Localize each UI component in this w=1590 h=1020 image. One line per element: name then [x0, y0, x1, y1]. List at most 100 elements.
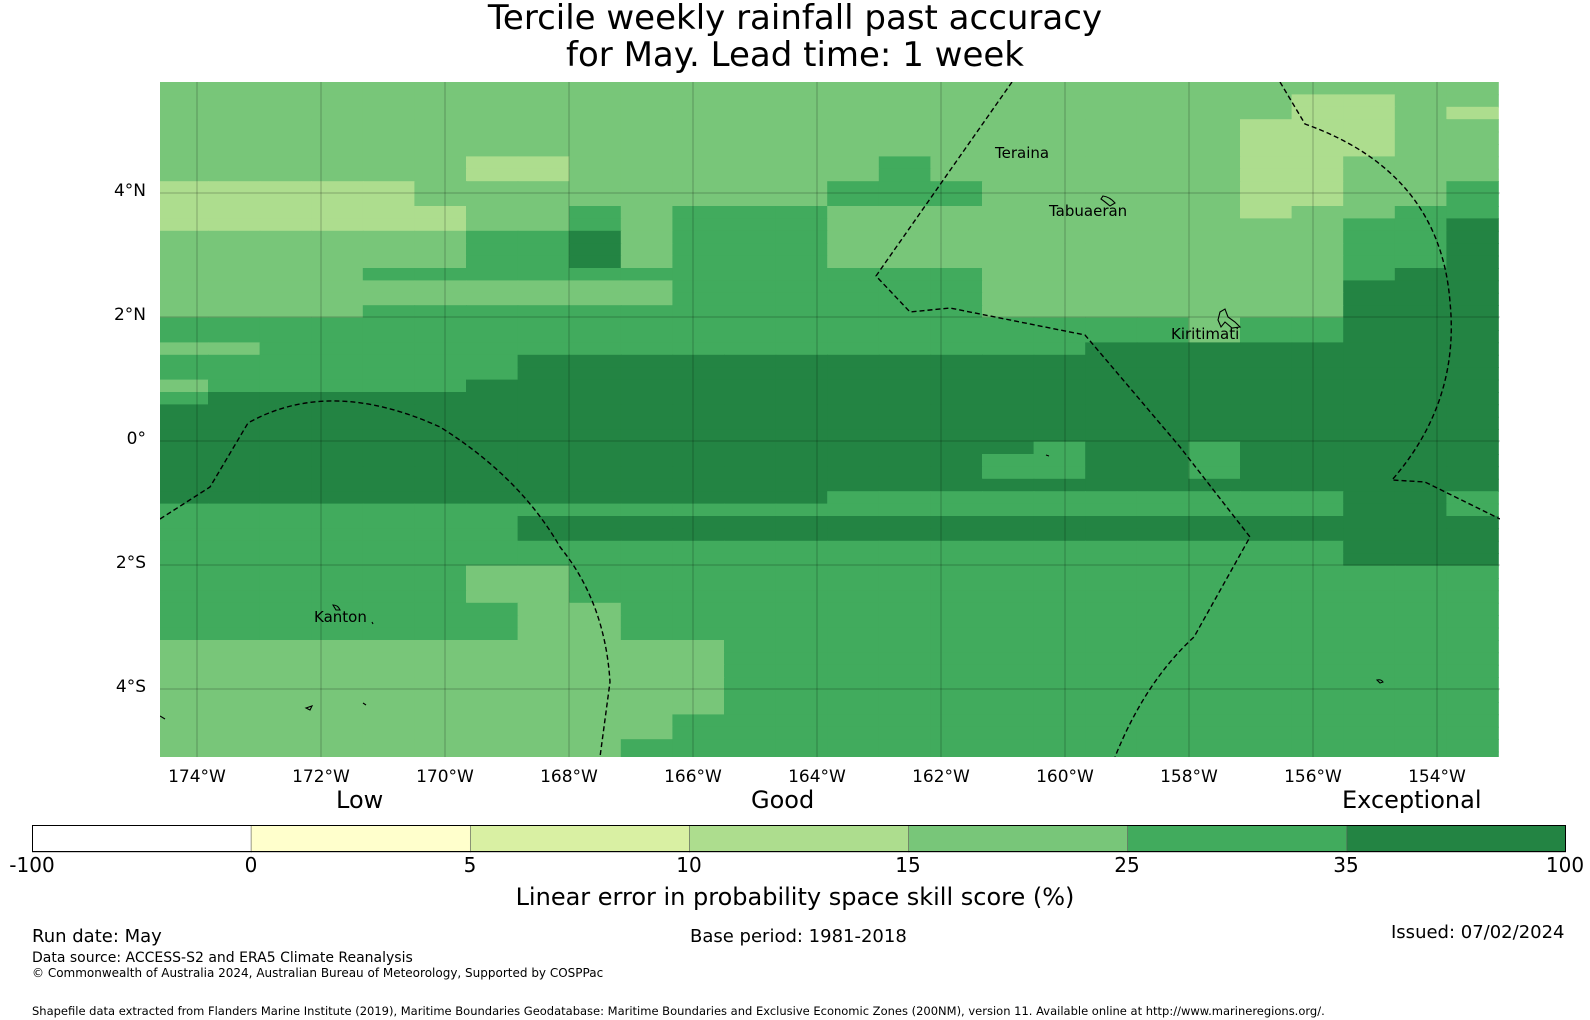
skill-cell: [775, 726, 828, 740]
skill-cell: [724, 230, 777, 244]
skill-cell: [775, 516, 828, 530]
skill-cell: [362, 664, 416, 678]
skill-cell: [878, 82, 932, 96]
skill-cell: [930, 491, 983, 505]
skill-cell: [982, 441, 1035, 455]
skill-cell: [1033, 280, 1086, 294]
skill-cell: [1033, 503, 1086, 517]
skill-cell: [1033, 292, 1086, 306]
skill-cell: [1291, 478, 1344, 492]
base-period: Base period: 1981-2018: [690, 926, 907, 947]
skill-cell: [160, 528, 209, 542]
skill-cell: [775, 702, 828, 716]
skill-cell: [259, 193, 312, 207]
skill-cell: [1240, 565, 1293, 579]
skill-cell: [672, 206, 725, 220]
skill-cell: [1343, 206, 1396, 220]
skill-cell: [775, 119, 828, 133]
skill-cell: [208, 119, 261, 133]
skill-cell: [1188, 466, 1241, 480]
skill-cell: [1446, 94, 1499, 108]
skill-cell: [672, 342, 725, 356]
skill-cell: [775, 206, 828, 220]
data-source: Data source: ACCESS-S2 and ERA5 Climate …: [32, 950, 413, 966]
skill-cell: [362, 702, 416, 716]
skill-cell: [672, 144, 725, 158]
skill-cell: [414, 664, 467, 678]
skill-cell: [724, 342, 777, 356]
skill-cell: [672, 379, 725, 393]
skill-cell: [569, 218, 622, 232]
skill-cell: [1136, 379, 1190, 393]
skill-cell: [1343, 615, 1396, 629]
skill-cell: [724, 317, 777, 331]
colorbar: [32, 825, 1566, 853]
skill-cell: [517, 677, 570, 691]
skill-cell: [1085, 144, 1138, 158]
skill-cell: [311, 664, 364, 678]
skill-cell: [1291, 156, 1344, 170]
skill-cell: [1085, 416, 1138, 430]
skill-cell: [930, 305, 983, 319]
skill-cell: [1291, 255, 1344, 269]
skill-cell: [930, 640, 983, 654]
skill-cell: [1394, 144, 1448, 158]
skill-cell: [724, 429, 777, 443]
skill-cell: [878, 181, 932, 195]
skill-cell: [1085, 565, 1138, 579]
skill-cell: [1343, 664, 1396, 678]
skill-cell: [466, 330, 519, 344]
skill-cell: [1446, 602, 1499, 616]
skill-cell: [1291, 615, 1344, 629]
skill-cell: [362, 342, 416, 356]
skill-cell: [311, 540, 364, 554]
skill-cell: [259, 255, 312, 269]
skill-cell: [775, 615, 828, 629]
skill-cell: [620, 602, 674, 616]
skill-cell: [517, 454, 570, 468]
skill-cell: [569, 516, 622, 530]
skill-cell: [569, 255, 622, 269]
skill-cell: [724, 292, 777, 306]
skill-cell: [1446, 317, 1499, 331]
skill-cell: [517, 466, 570, 480]
skill-cell: [362, 714, 416, 728]
skill-cell: [620, 404, 674, 418]
skill-cell: [311, 528, 364, 542]
skill-cell: [1394, 305, 1448, 319]
skill-cell: [620, 714, 674, 728]
skill-cell: [208, 342, 261, 356]
skill-cell: [620, 82, 674, 96]
skill-cell: [1394, 280, 1448, 294]
skill-cell: [775, 739, 828, 753]
skill-cell: [414, 305, 467, 319]
skill-cell: [517, 416, 570, 430]
skill-cell: [724, 602, 777, 616]
skill-cell: [672, 714, 725, 728]
skill-cell: [930, 342, 983, 356]
skill-cell: [414, 168, 467, 182]
skill-cell: [775, 540, 828, 554]
skill-cell: [878, 218, 932, 232]
skill-cell: [1188, 553, 1241, 567]
skill-cell: [1343, 590, 1396, 604]
skill-cell: [775, 144, 828, 158]
skill-cell: [724, 553, 777, 567]
skill-cell: [466, 640, 519, 654]
skill-cell: [362, 330, 416, 344]
skill-cell: [930, 441, 983, 455]
skill-cell: [311, 565, 364, 579]
skill-cell: [414, 726, 467, 740]
skill-cell: [362, 454, 416, 468]
skill-cell: [1446, 193, 1499, 207]
skill-cell: [672, 664, 725, 678]
skill-cell: [517, 206, 570, 220]
skill-cell: [827, 94, 880, 108]
skill-cell: [160, 429, 209, 443]
skill-cell: [1394, 739, 1448, 753]
skill-cell: [1136, 94, 1190, 108]
skill-cell: [724, 354, 777, 368]
skill-cell: [724, 528, 777, 542]
skill-cell: [724, 119, 777, 133]
skill-cell: [311, 305, 364, 319]
